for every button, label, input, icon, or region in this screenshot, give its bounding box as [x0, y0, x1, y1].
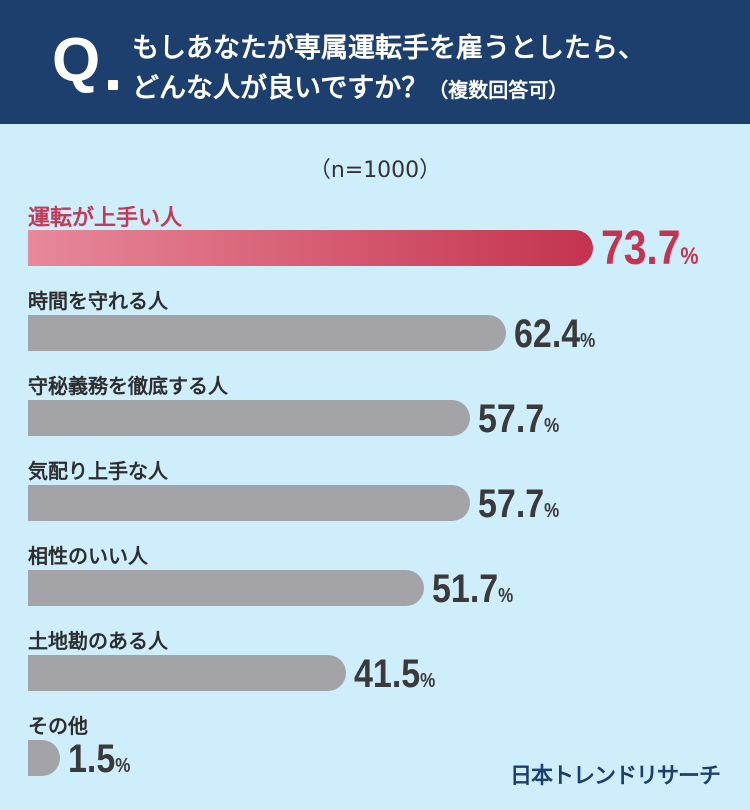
- value-label: 51.7%: [432, 569, 513, 616]
- category-label: その他: [28, 714, 88, 738]
- bar: [28, 485, 470, 521]
- question-text-line2: どんな人が良いですか？（複数回答可）: [132, 66, 568, 105]
- value-number: 62.4: [514, 312, 581, 356]
- q-dot: [108, 80, 118, 90]
- category-label: 時間を守れる人: [28, 289, 168, 313]
- brand-logo: 日本トレンドリサーチ: [510, 764, 721, 789]
- value-unit: %: [580, 330, 596, 352]
- value-number: 1.5: [68, 737, 116, 781]
- bar: [28, 740, 60, 776]
- sample-size-note: （n=1000）: [308, 158, 442, 183]
- category-label: 相性のいい人: [28, 544, 148, 568]
- value-label: 73.7%: [601, 225, 699, 281]
- bar: [28, 400, 470, 436]
- question-text: どんな人が良いですか？: [132, 73, 429, 104]
- value-label: 57.7%: [478, 399, 559, 446]
- category-label: 気配り上手な人: [28, 459, 168, 483]
- value-unit: %: [498, 585, 514, 607]
- value-number: 73.7: [601, 222, 681, 275]
- value-unit: %: [544, 415, 560, 437]
- bar: [28, 570, 424, 606]
- category-label: 守秘義務を徹底する人: [28, 374, 228, 398]
- value-number: 57.7: [478, 397, 545, 441]
- value-number: 41.5: [354, 652, 421, 696]
- bar: [28, 230, 593, 266]
- bar: [28, 315, 506, 351]
- value-number: 57.7: [478, 482, 545, 526]
- value-label: 62.4%: [514, 314, 595, 361]
- value-label: 1.5%: [68, 739, 130, 786]
- value-unit: %: [115, 755, 131, 777]
- q-mark: Q: [52, 26, 101, 95]
- question-note: （複数回答可）: [428, 78, 569, 102]
- value-unit: %: [544, 500, 560, 522]
- value-label: 41.5%: [354, 654, 435, 701]
- value-label: 57.7%: [478, 484, 559, 531]
- value-number: 51.7: [432, 567, 499, 611]
- category-label: 運転が上手い人: [28, 206, 183, 231]
- value-unit: %: [680, 243, 699, 270]
- bar: [28, 655, 346, 691]
- question-header: Q もしあなたが専属運転手を雇うとしたら、 どんな人が良いですか？（複数回答可）: [0, 0, 750, 124]
- category-label: 土地勘のある人: [28, 629, 168, 653]
- value-unit: %: [420, 670, 436, 692]
- question-text-line1: もしあなたが専属運転手を雇うとしたら、: [132, 33, 645, 64]
